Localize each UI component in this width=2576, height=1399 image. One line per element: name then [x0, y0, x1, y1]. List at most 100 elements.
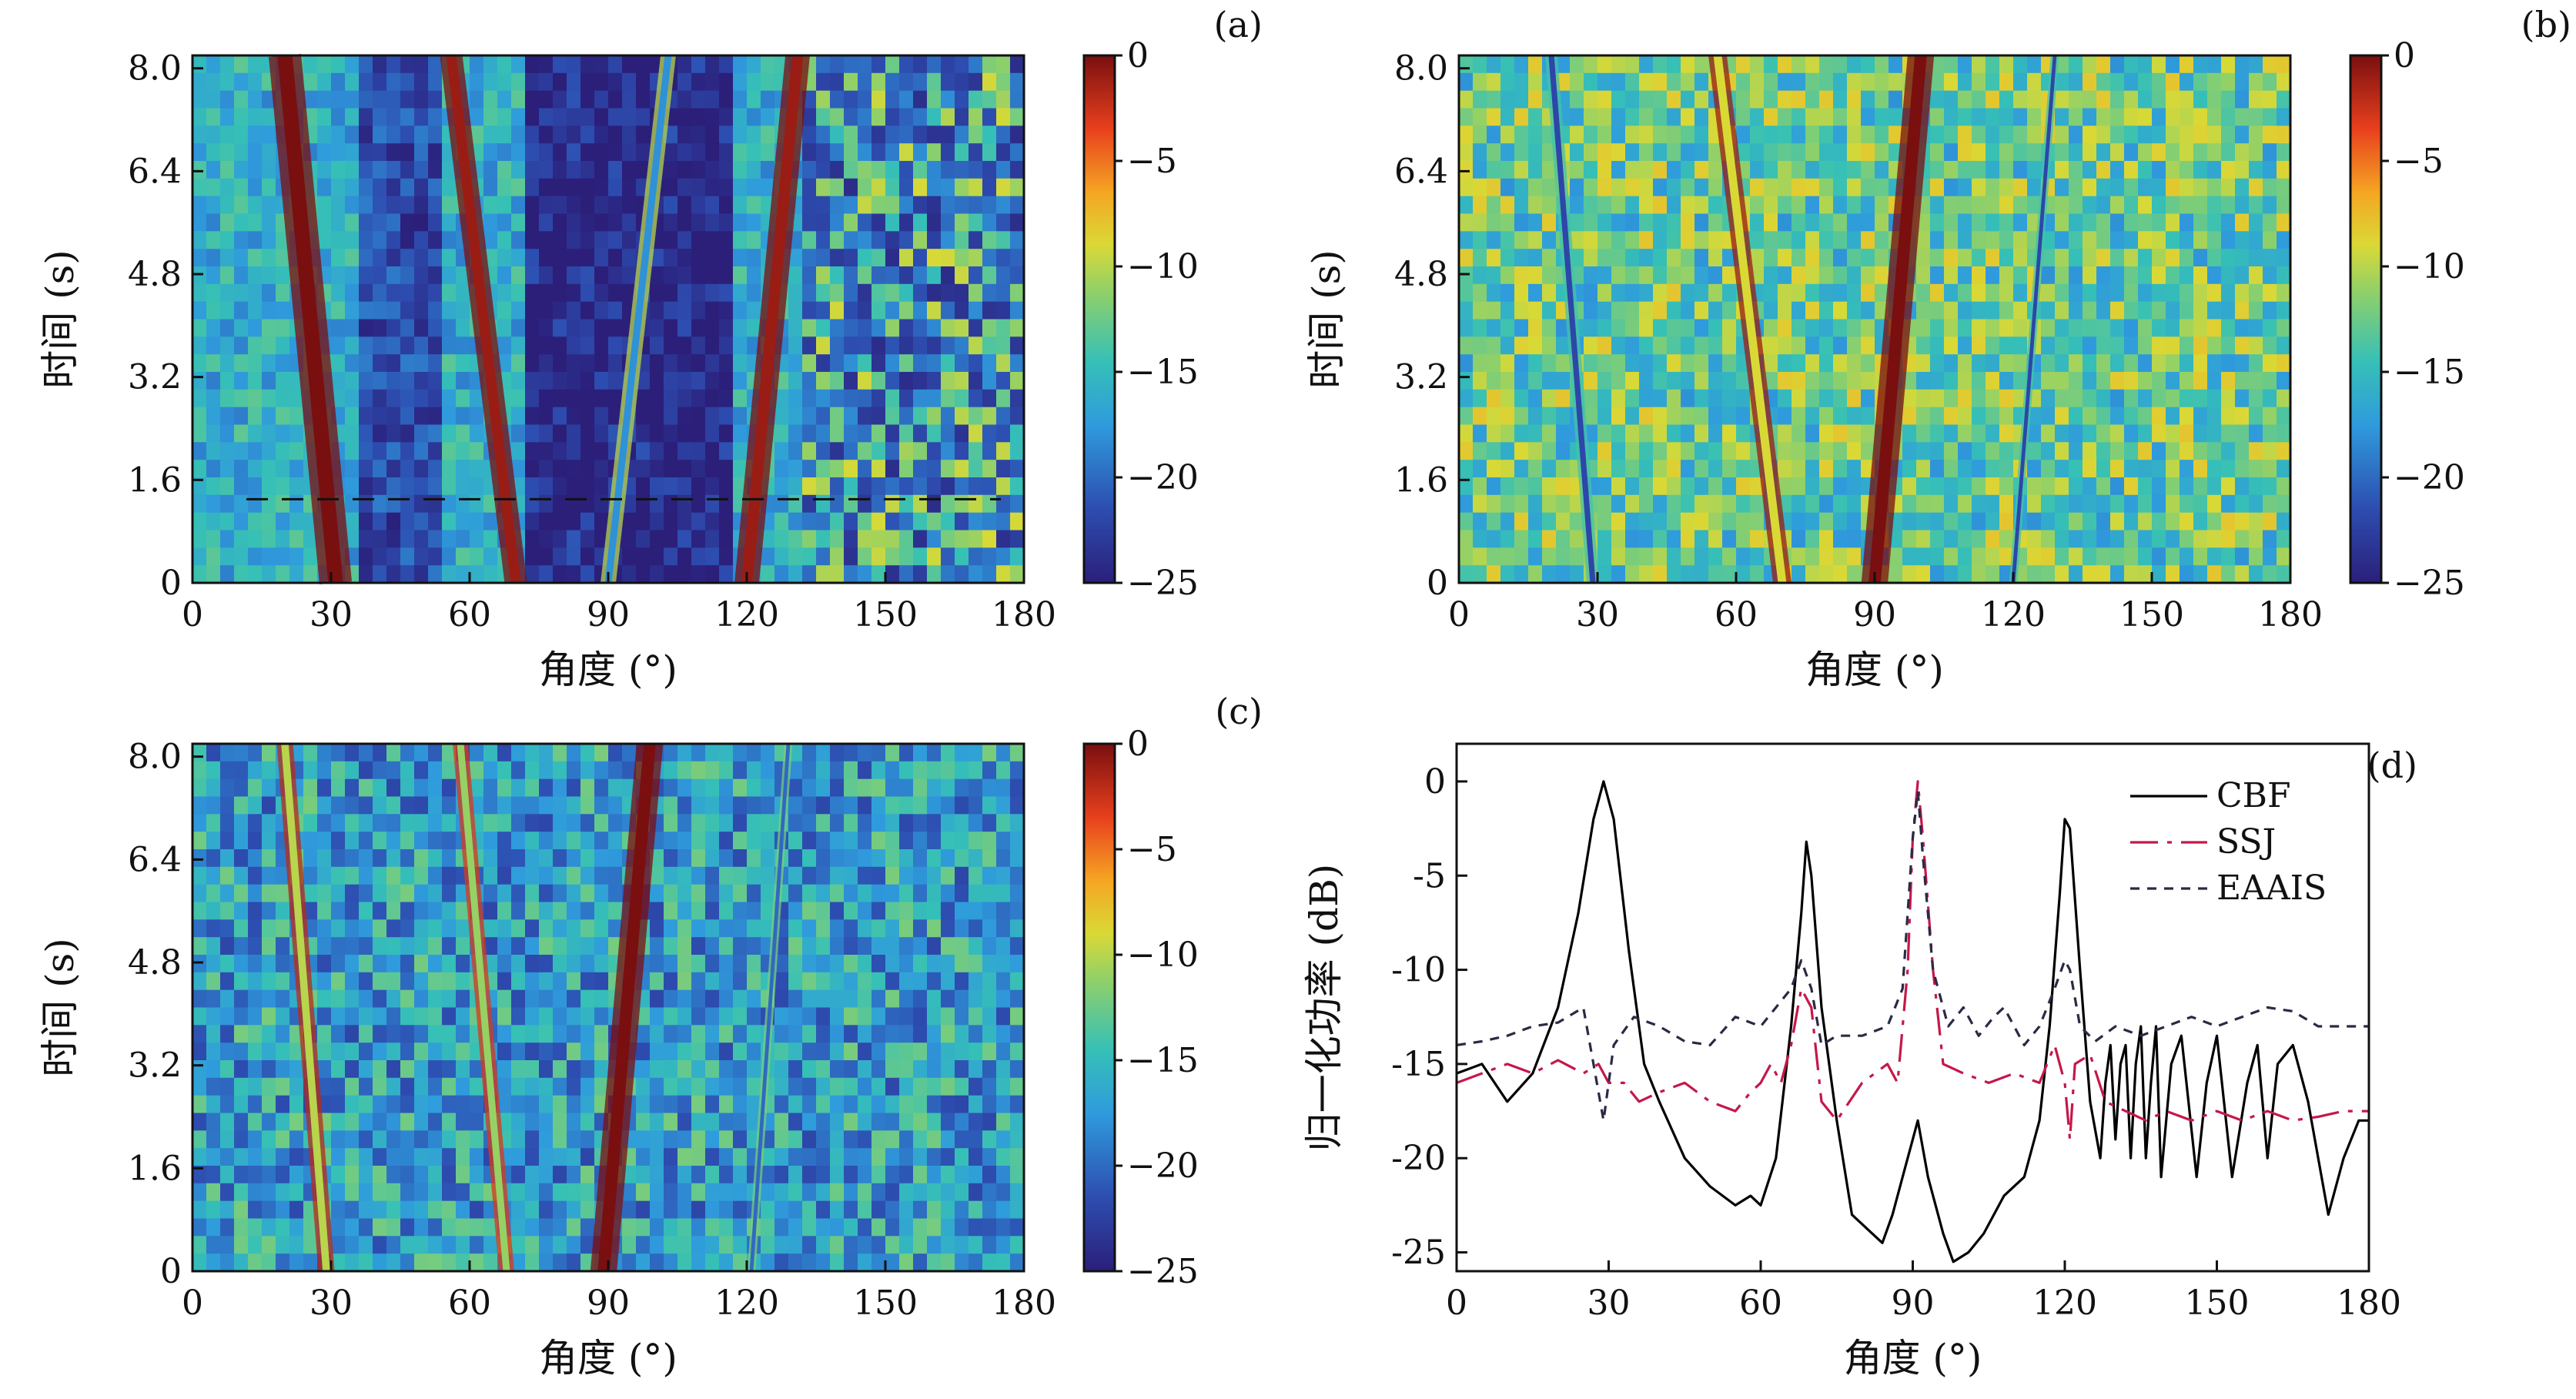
heatmap-cell	[359, 547, 373, 566]
heatmap-cell	[1694, 231, 1709, 249]
heatmap-cell	[1861, 301, 1875, 320]
heatmap-cell	[1944, 494, 1959, 514]
heatmap-cell	[594, 955, 609, 973]
heatmap-cell	[899, 442, 914, 460]
heatmap-cell	[525, 389, 540, 408]
heatmap-cell	[885, 55, 900, 74]
heatmap-cell	[525, 249, 540, 267]
heatmap-cell	[2013, 108, 2028, 127]
heatmap-cell	[1473, 477, 1487, 496]
heatmap-cell	[1847, 213, 1862, 233]
heatmap-cell	[1556, 424, 1571, 443]
heatmap-cell	[927, 1043, 942, 1061]
heatmap-cell	[539, 547, 554, 566]
heatmap-cell	[705, 161, 720, 179]
heatmap-cell	[941, 1060, 955, 1079]
heatmap-cell	[2096, 283, 2111, 303]
heatmap-cell	[594, 849, 609, 868]
heatmap-cell	[317, 161, 332, 179]
heatmap-cell	[220, 266, 235, 285]
heatmap-cell	[1708, 319, 1723, 338]
heatmap-cell	[816, 919, 831, 938]
heatmap-cell	[955, 354, 969, 373]
heatmap-cell	[220, 72, 235, 92]
heatmap-cell	[220, 336, 235, 355]
heatmap-cell	[1930, 389, 1945, 408]
heatmap-cell	[691, 407, 706, 426]
heatmap-cell	[1930, 477, 1945, 496]
heatmap-cell	[1861, 336, 1875, 355]
heatmap-cell	[1514, 90, 1529, 109]
heatmap-cell	[594, 937, 609, 956]
heatmap-cell	[1875, 213, 1889, 233]
heatmap-cell	[386, 849, 401, 868]
heatmap-cell	[580, 249, 595, 267]
heatmap-cell	[1722, 389, 1737, 408]
heatmap-cell	[664, 547, 678, 566]
heatmap-cell	[1958, 424, 1972, 443]
heatmap-cell	[331, 1113, 346, 1132]
heatmap-cell	[927, 1025, 942, 1043]
heatmap-cell	[1625, 196, 1640, 215]
heatmap-cell	[1833, 354, 1848, 373]
heatmap-cell	[844, 1095, 858, 1114]
heatmap-cell	[816, 72, 831, 92]
heatmap-cell	[1010, 1077, 1025, 1096]
heatmap-cell	[1010, 1095, 1025, 1114]
heatmap-cell	[2249, 213, 2263, 233]
heatmap-cell	[858, 761, 872, 780]
heatmap-cell	[1736, 494, 1751, 514]
heatmap-cell	[733, 744, 748, 762]
heatmap-cell	[594, 919, 609, 938]
heatmap-cell	[816, 778, 831, 798]
heatmap-cell	[871, 126, 886, 144]
heatmap-cell	[1500, 90, 1515, 109]
heatmap-cell	[2069, 90, 2083, 109]
heatmap-cell	[525, 460, 540, 478]
heatmap-cell	[1681, 108, 1695, 127]
heatmap-cell	[816, 283, 831, 303]
heatmap-cell	[2069, 266, 2083, 285]
heatmap-cell	[2110, 143, 2125, 162]
heatmap-cell	[2193, 266, 2208, 285]
heatmap-cell	[594, 72, 609, 92]
heatmap-cell	[1500, 319, 1515, 338]
heatmap-cell	[525, 108, 540, 127]
heatmap-cell	[567, 72, 581, 92]
heatmap-cell	[497, 1077, 512, 1096]
colorbar-tick-label: −10	[2394, 247, 2465, 286]
heatmap-cell	[580, 1043, 595, 1061]
heatmap-cell	[220, 494, 235, 514]
heatmap-cell	[1708, 161, 1723, 179]
heatmap-cell	[2166, 565, 2180, 584]
heatmap-cell	[1611, 72, 1626, 92]
heatmap-cell	[262, 143, 276, 162]
heatmap-cell	[2096, 530, 2111, 549]
heatmap-cell	[733, 1007, 748, 1026]
heatmap-cell	[802, 178, 817, 197]
heatmap-cell	[206, 955, 221, 973]
heatmap-cell	[359, 126, 373, 144]
heatmap-cell	[941, 494, 955, 514]
heatmap-cell	[511, 1077, 526, 1096]
heatmap-cell	[691, 354, 706, 373]
heatmap-cell	[234, 460, 249, 478]
heatmap-cell	[885, 778, 900, 798]
heatmap-cell	[192, 972, 207, 991]
heatmap-cell	[830, 937, 845, 956]
heatmap-cell	[2152, 283, 2166, 303]
heatmap-cell	[442, 512, 457, 531]
heatmap-cell	[2207, 161, 2222, 179]
heatmap-cell	[1916, 266, 1931, 285]
heatmap-cell	[594, 90, 609, 109]
heatmap-cell	[192, 1060, 207, 1079]
heatmap-cell	[276, 1060, 290, 1079]
heatmap-cell	[2263, 547, 2277, 566]
heatmap-cell	[1958, 283, 1972, 303]
heatmap-cell	[1930, 354, 1945, 373]
heatmap-cell	[1930, 530, 1945, 549]
heatmap-cell	[1542, 266, 1557, 285]
heatmap-cell	[802, 796, 817, 815]
heatmap-cell	[2249, 283, 2263, 303]
heatmap-cell	[2083, 442, 2097, 460]
